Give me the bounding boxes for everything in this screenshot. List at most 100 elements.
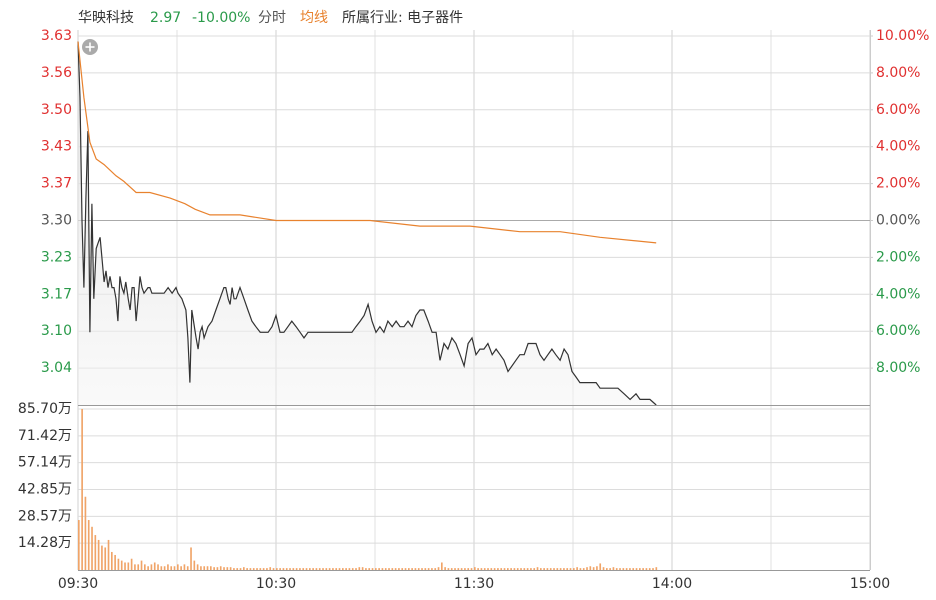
volume-bar [180,566,182,570]
volume-bar [526,568,529,570]
add-button[interactable] [82,39,98,55]
volume-bar [546,568,549,570]
y2-tick-label: 2.00% [876,176,920,192]
volume-bar [213,567,215,570]
volume-bar [193,560,196,570]
volume-bar [104,547,107,570]
volume-bar [553,568,555,570]
volume-bar [625,568,628,570]
volume-bar [609,568,611,570]
volume-bar [285,568,288,570]
volume-bar [536,567,539,570]
volume-bar [87,520,90,570]
volume-bar [252,568,255,570]
volume-bar [282,568,285,570]
labels-layer: 09:30 10:30 11:30 14:00 15:00 3.63 3.56 3.50 3.4… [18,28,929,592]
y2-tick-label: 10.00% [876,28,929,44]
volume-y-tick-label: 71.42万 [18,428,72,444]
grid-layer [77,30,871,570]
volume-bar [592,567,595,570]
volume-bar [408,568,410,570]
volume-bar [351,568,354,570]
volume-bar [599,563,602,570]
volume-bar [153,562,156,570]
price-line [77,41,657,406]
volume-bar [464,568,466,570]
volume-bar [563,568,565,570]
volume-bar [365,568,367,570]
volume-bar [556,568,559,570]
volume-bar [487,568,489,570]
volume-bar [507,568,509,570]
volume-bar [200,566,202,570]
volume-bar [266,568,268,570]
volume-bar [335,568,338,570]
volume-bar [467,568,470,570]
volume-bar [97,539,100,570]
volume-bar [170,566,173,570]
volume-bar [322,568,324,570]
volume-bar [328,568,331,570]
volume-bar [239,568,242,570]
volume-bar [480,568,483,570]
volume-bar [355,568,357,570]
y-tick-label: 3.43 [41,139,72,155]
volume-bar [190,547,192,570]
volume-bar [256,568,258,570]
volume-bar [140,560,143,570]
volume-bar [226,567,229,570]
y-tick-label: 3.23 [41,249,72,265]
volume-bar [101,545,103,570]
volume-bar [114,554,116,570]
volume-bar [417,568,420,570]
volume-bar [586,567,588,570]
volume-bar [388,568,390,570]
volume-bar [483,568,486,570]
volume-bar [332,568,334,570]
volume-bar [134,564,136,570]
volume-bar [157,564,159,570]
legend-entry[interactable]: 均线 [300,10,328,26]
y2-tick-label: 6.00% [876,323,920,339]
volume-bar [342,568,344,570]
volume-bar [648,568,651,570]
volume-bar [490,568,493,570]
volume-bar [272,568,275,570]
industry: 所属行业: 电子器件 [342,10,463,26]
volume-bar [312,568,314,570]
volume-bar [612,567,615,570]
volume-bar [81,409,83,570]
volume-bar [615,568,618,570]
y2-tick-label: 4.00% [876,139,920,155]
volume-bar [652,568,654,570]
volume-bar [269,567,272,570]
volume-bar [497,568,499,570]
volume-bar [206,566,209,570]
volume-y-tick-label: 14.28万 [18,535,72,551]
volume-bar [249,568,252,570]
volume-bar [78,520,80,570]
x-tick-label: 11:30 [454,576,494,592]
volume-bar [318,568,321,570]
volume-bar [414,568,417,570]
volume-bar [361,567,364,570]
volume-bar [371,568,374,570]
volume-bar [84,496,87,570]
volume-bar [150,564,153,570]
volume-bar [236,568,239,570]
volume-bar [163,566,166,570]
volume-bar [477,568,479,570]
volume-bar [384,568,387,570]
volume-bar [305,568,308,570]
volume-bar [520,568,522,570]
volume-bar [295,568,298,570]
stock-name: 华映科技 [78,10,134,26]
y-tick-label: 3.10 [41,323,72,339]
legend-entry[interactable]: 分时 [258,10,286,26]
volume-bar [421,568,423,570]
y-tick-label: 3.04 [41,360,72,376]
volume-bar [223,567,225,570]
volume-bar [450,568,453,570]
volume-bar [229,567,232,570]
volume-bar [246,568,248,570]
